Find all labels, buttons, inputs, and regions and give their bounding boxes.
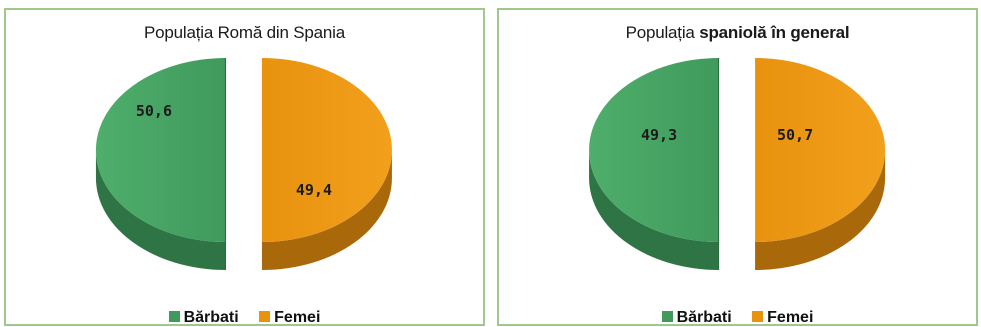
chart-title: Populația Romă din Spania — [6, 23, 483, 43]
slice-femei — [261, 58, 392, 243]
data-label-femei: 49,4 — [296, 181, 332, 199]
slice-edge-barbati — [718, 58, 720, 270]
legend: Bărbati Femei — [499, 309, 976, 327]
legend-swatch-femei — [259, 311, 271, 323]
legend-label-barbati: Bărbati — [183, 308, 239, 326]
slice-side-barbati — [95, 150, 226, 270]
slice-barbati — [589, 58, 720, 243]
slice-side-barbati — [589, 150, 720, 270]
slice-side-femei — [755, 150, 886, 270]
chart-panel-roma: Populația Romă din Spania 50,6 49,4 Bărba… — [4, 8, 485, 326]
legend-label-femei: Femei — [274, 308, 321, 326]
data-label-barbati: 49,3 — [641, 126, 677, 144]
legend-label-femei: Femei — [767, 308, 814, 326]
pie-chart-roma: 50,6 49,4 — [95, 58, 392, 270]
legend-item-femei: Femei — [752, 309, 813, 327]
data-label-femei: 50,7 — [777, 126, 813, 144]
data-label-barbati: 50,6 — [136, 102, 172, 120]
chart-title-text: Populația — [625, 23, 695, 42]
legend-swatch-barbati — [168, 311, 180, 323]
slice-edge-barbati — [224, 58, 226, 270]
chart-title-text: Populația Romă din Spania — [143, 23, 346, 42]
pie-chart-spain: 49,3 50,7 — [589, 58, 886, 270]
slice-femei — [755, 58, 886, 243]
legend-item-barbati: Bărbati — [661, 308, 732, 327]
legend-swatch-barbati — [661, 311, 673, 323]
legend-label-barbati: Bărbati — [676, 308, 732, 326]
chart-panel-spain: Populația spaniolă în general 49,3 50,7 B… — [497, 8, 978, 326]
slice-side-femei — [261, 150, 392, 270]
slice-barbati — [95, 58, 226, 243]
chart-title-bold: spaniolă în general — [699, 23, 850, 42]
legend-item-barbati: Bărbati — [168, 308, 239, 327]
chart-title: Populația spaniolă în general — [499, 23, 976, 43]
legend-swatch-femei — [752, 311, 764, 323]
legend-item-femei: Femei — [259, 309, 320, 327]
legend: Bărbati Femei — [6, 309, 483, 327]
